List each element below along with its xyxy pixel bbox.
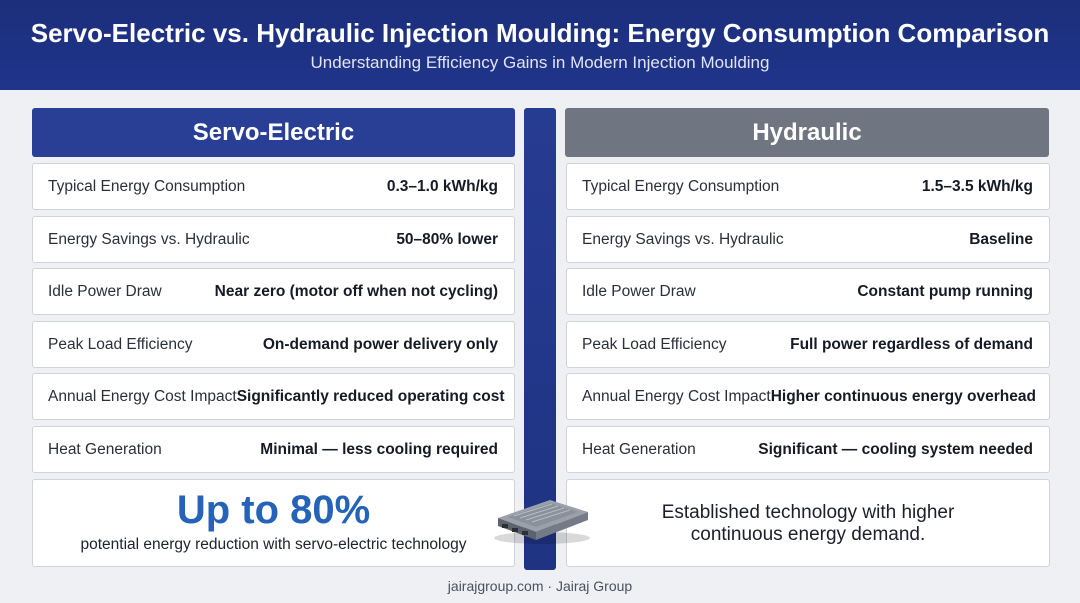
header-banner: Servo-Electric vs. Hydraulic Injection M… (0, 0, 1080, 90)
row-label: Annual Energy Cost Impact (582, 387, 771, 405)
hydraulic-row-energy-consumption: Typical Energy Consumption 1.5–3.5 kWh/k… (566, 163, 1050, 210)
row-label: Peak Load Efficiency (48, 335, 193, 353)
row-value: Minimal — less cooling required (260, 440, 498, 458)
row-label: Idle Power Draw (582, 282, 696, 300)
servo-row-annual-cost: Annual Energy Cost Impact Significantly … (32, 373, 515, 420)
row-value: Full power regardless of demand (790, 335, 1033, 353)
row-label: Annual Energy Cost Impact (48, 387, 237, 405)
row-label: Peak Load Efficiency (582, 335, 727, 353)
servo-column-heading: Servo-Electric (32, 108, 515, 157)
row-value: Significantly reduced operating cost (236, 387, 505, 405)
row-label: Heat Generation (582, 440, 696, 458)
hydraulic-row-energy-savings: Energy Savings vs. Hydraulic Baseline (566, 216, 1050, 263)
hydraulic-row-annual-cost: Annual Energy Cost Impact Higher continu… (566, 373, 1050, 420)
row-value: Baseline (969, 230, 1033, 248)
row-label: Energy Savings vs. Hydraulic (48, 230, 250, 248)
row-value: Near zero (motor off when not cycling) (214, 282, 498, 300)
row-label: Energy Savings vs. Hydraulic (582, 230, 784, 248)
row-label: Typical Energy Consumption (48, 177, 246, 195)
hydraulic-row-heat-generation: Heat Generation Significant — cooling sy… (566, 426, 1050, 473)
page-subtitle: Understanding Efficiency Gains in Modern… (310, 53, 770, 72)
servo-row-heat-generation: Heat Generation Minimal — less cooling r… (32, 426, 515, 473)
row-label: Heat Generation (48, 440, 162, 458)
center-divider (524, 108, 556, 570)
footer-credit: jairajgroup.com · Jairaj Group (447, 578, 633, 594)
hydraulic-summary-line1: Established technology with higher (661, 502, 955, 523)
servo-drive-module-icon (490, 488, 594, 546)
servo-row-energy-consumption: Typical Energy Consumption 0.3–1.0 kWh/k… (32, 163, 515, 210)
hydraulic-column-heading: Hydraulic (565, 108, 1049, 157)
row-label: Typical Energy Consumption (582, 177, 780, 195)
hydraulic-summary-box: Established technology with higher conti… (566, 479, 1050, 567)
hydraulic-row-idle-power: Idle Power Draw Constant pump running (566, 268, 1050, 315)
hydraulic-summary: Established technology with higher conti… (607, 502, 1009, 546)
row-value: 50–80% lower (396, 230, 498, 248)
row-label: Idle Power Draw (48, 282, 162, 300)
servo-row-peak-load: Peak Load Efficiency On-demand power del… (32, 321, 515, 368)
servo-highlight-value: Up to 80% (176, 488, 371, 532)
servo-row-energy-savings: Energy Savings vs. Hydraulic 50–80% lowe… (32, 216, 515, 263)
servo-highlight-caption: potential energy reduction with servo-el… (80, 536, 467, 553)
hydraulic-summary-line2: continuous energy demand. (690, 524, 926, 545)
servo-highlight-box: Up to 80% potential energy reduction wit… (32, 479, 515, 567)
row-value: Higher continuous energy overhead (770, 387, 1036, 405)
row-value: 1.5–3.5 kWh/kg (921, 177, 1033, 195)
row-value: Significant — cooling system needed (758, 440, 1033, 458)
row-value: 0.3–1.0 kWh/kg (386, 177, 498, 195)
servo-row-idle-power: Idle Power Draw Near zero (motor off whe… (32, 268, 515, 315)
hydraulic-row-peak-load: Peak Load Efficiency Full power regardle… (566, 321, 1050, 368)
row-value: On-demand power delivery only (262, 335, 498, 353)
page-title: Servo-Electric vs. Hydraulic Injection M… (30, 18, 1050, 48)
row-value: Constant pump running (857, 282, 1033, 300)
